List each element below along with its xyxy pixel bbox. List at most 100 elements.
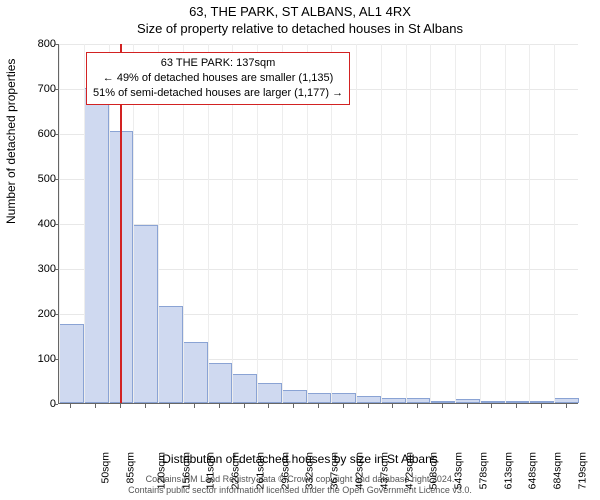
gridline-v [505,44,506,403]
histogram-bar [331,393,356,403]
x-tick-mark [268,404,269,408]
gridline-v [430,44,431,403]
x-tick-label: 437sqm [378,452,390,489]
gridline-v [554,44,555,403]
y-tick-mark [54,404,58,405]
gridline-v [406,44,407,403]
x-tick-mark [70,404,71,408]
gridline-h [59,44,578,45]
histogram-bar [505,401,530,403]
x-tick-label: 261sqm [254,452,266,489]
histogram-bar [381,398,406,403]
x-tick-label: 402sqm [353,452,365,489]
y-tick-label: 400 [34,218,56,230]
x-tick-mark [169,404,170,408]
histogram-bar [529,401,554,403]
x-tick-mark [343,404,344,408]
x-tick-mark [368,404,369,408]
histogram-bar [84,88,109,403]
gridline-v [529,44,530,403]
x-tick-label: 543sqm [452,452,464,489]
y-tick-label: 700 [34,83,56,95]
x-tick-label: 296sqm [279,452,291,489]
gridline-v [84,44,85,403]
histogram-bar [232,374,257,403]
y-tick-mark [54,179,58,180]
x-tick-mark [293,404,294,408]
x-tick-label: 120sqm [155,452,167,489]
x-tick-label: 50sqm [100,452,112,484]
histogram-bar [183,342,208,403]
x-tick-label: 472sqm [403,452,415,489]
x-tick-mark [516,404,517,408]
property-callout: 63 THE PARK: 137sqm← 49% of detached hou… [86,52,350,105]
x-tick-label: 332sqm [304,452,316,489]
x-tick-mark [467,404,468,408]
x-tick-label: 226sqm [230,452,242,489]
y-tick-label: 600 [34,128,56,140]
histogram-bar [356,396,381,403]
x-tick-label: 648sqm [527,452,539,489]
x-tick-mark [541,404,542,408]
callout-line3: 51% of semi-detached houses are larger (… [93,86,343,101]
gridline-v [480,44,481,403]
histogram-bar [430,401,455,403]
x-tick-mark [417,404,418,408]
y-tick-label: 200 [34,308,56,320]
histogram-bar [158,306,183,403]
x-tick-mark [145,404,146,408]
y-tick-label: 300 [34,263,56,275]
x-tick-mark [194,404,195,408]
gridline-h [59,134,578,135]
histogram-bar [406,398,431,403]
x-tick-mark [219,404,220,408]
x-tick-mark [491,404,492,408]
y-tick-mark [54,134,58,135]
y-tick-mark [54,359,58,360]
histogram-bar [307,393,332,403]
histogram-bar [455,399,480,404]
histogram-bar [133,225,158,403]
x-tick-mark [392,404,393,408]
x-tick-mark [95,404,96,408]
histogram-bar [208,363,233,404]
x-tick-mark [244,404,245,408]
histogram-bar [554,398,579,403]
x-tick-label: 367sqm [329,452,341,489]
x-tick-mark [120,404,121,408]
histogram-bar [59,324,84,403]
y-tick-mark [54,314,58,315]
y-tick-mark [54,44,58,45]
chart-title-address: 63, THE PARK, ST ALBANS, AL1 4RX [0,0,600,19]
gridline-v [356,44,357,403]
x-tick-label: 191sqm [205,452,217,489]
gridline-v [59,44,60,403]
y-tick-label: 100 [34,353,56,365]
x-tick-mark [318,404,319,408]
y-tick-label: 800 [34,38,56,50]
gridline-v [381,44,382,403]
histogram-bar [282,390,307,404]
x-tick-label: 719sqm [576,452,588,489]
x-tick-label: 684sqm [551,452,563,489]
histogram-bar [480,401,505,403]
x-tick-label: 156sqm [180,452,192,489]
chart-subtitle: Size of property relative to detached ho… [0,19,600,36]
x-tick-label: 85sqm [125,452,137,484]
y-tick-mark [54,269,58,270]
y-tick-mark [54,224,58,225]
x-tick-label: 508sqm [428,452,440,489]
callout-line1: 63 THE PARK: 137sqm [93,56,343,71]
y-axis-label: Number of detached properties [4,59,18,224]
histogram-bar [257,383,282,403]
callout-line2: ← 49% of detached houses are smaller (1,… [93,71,343,86]
x-tick-label: 613sqm [502,452,514,489]
gridline-v [455,44,456,403]
y-tick-label: 0 [34,398,56,410]
x-tick-mark [442,404,443,408]
x-tick-mark [566,404,567,408]
x-tick-label: 578sqm [477,452,489,489]
y-tick-label: 500 [34,173,56,185]
y-tick-mark [54,89,58,90]
gridline-h [59,179,578,180]
